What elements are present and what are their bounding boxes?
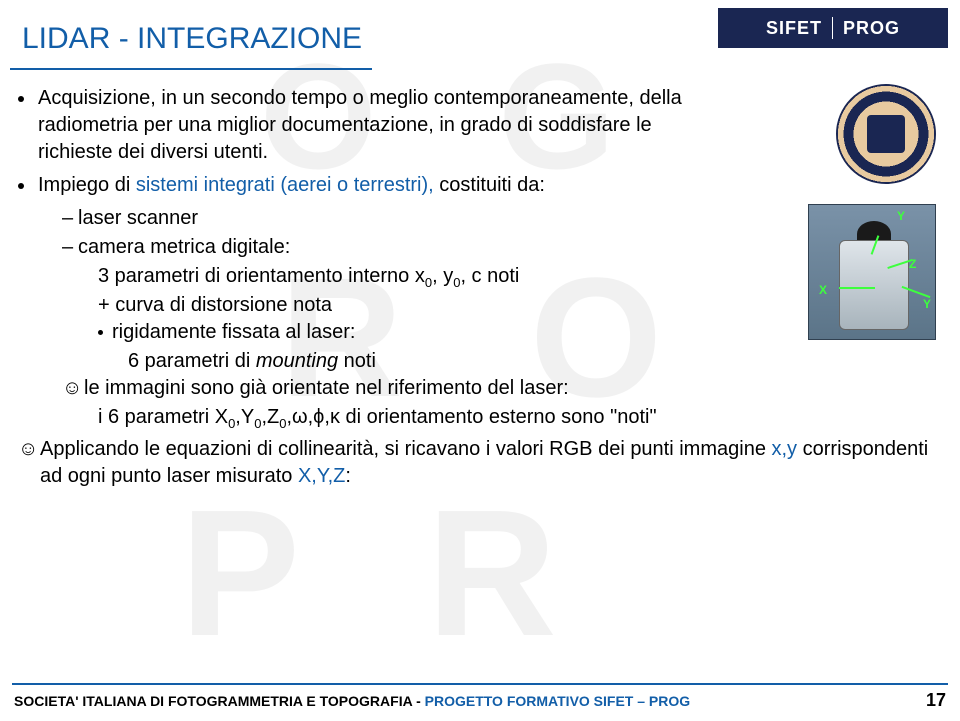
text-run: camera metrica digitale: [78, 236, 290, 258]
text-run: costituiti da: [434, 174, 545, 196]
sub-text: + curva di distorsione nota [98, 292, 942, 319]
smiley-icon: ☺ [18, 436, 40, 490]
text-run: 6 parametri di [128, 350, 256, 372]
header-brand-bar: SIFET PROG [718, 8, 948, 48]
text-run: Applicando le equazioni di collinearità,… [40, 438, 772, 460]
text-run: noti [338, 350, 376, 372]
sub-text: 6 parametri di mounting noti [128, 348, 942, 375]
bullet-text: Acquisizione, in un secondo tempo o megl… [38, 85, 718, 166]
text-run: : [345, 465, 351, 487]
header-divider [832, 17, 833, 39]
footer-divider [12, 683, 948, 685]
sub-row: ☺le immagini sono già orientate nel rife… [62, 375, 942, 402]
text-run: Acquisizione, in un secondo tempo o megl… [38, 87, 682, 163]
smiley-icon: ☺ [62, 375, 84, 402]
sub-row: rigidamente fissata al laser: [98, 319, 942, 346]
text-run: rigidamente fissata al laser: [112, 321, 355, 343]
sub-text: i 6 parametri X0,Y0,Z0,ω,ϕ,κ di orientam… [98, 404, 942, 433]
text-run: i 6 parametri X [98, 406, 228, 428]
text-run: ,ω,ϕ,κ di orientamento esterno sono "not… [286, 406, 656, 428]
footer-project: PROGETTO FORMATIVO SIFET – PROG [425, 693, 691, 709]
page-title: LIDAR - INTEGRAZIONE [22, 22, 362, 56]
bullet-dot [18, 183, 32, 189]
bullet-text: Impiego di sistemi integrati (aerei o te… [38, 172, 678, 199]
text-run: Impiego di [38, 174, 136, 196]
sub-text: camera metrica digitale: [78, 234, 290, 261]
text-run: X,Y,Z [298, 465, 345, 487]
text-run: ,Y [235, 406, 254, 428]
text-run: sistemi integrati (aerei o terrestri), [136, 174, 434, 196]
text-run: x,y [772, 438, 798, 460]
footer-text: SOCIETA' ITALIANA DI FOTOGRAMMETRIA E TO… [14, 693, 690, 709]
title-underline [10, 68, 372, 70]
content-area: Acquisizione, in un secondo tempo o megl… [18, 85, 942, 492]
sub-text: le immagini sono già orientate nel rifer… [84, 375, 569, 402]
final-text: Applicando le equazioni di collinearità,… [40, 436, 942, 490]
header-brand-right: PROG [843, 18, 900, 39]
small-dot-bullet [98, 330, 112, 346]
sub-row: –laser scanner [62, 205, 942, 232]
text-run: 0 [425, 275, 432, 290]
text-run: 3 parametri di orientamento interno x [98, 265, 425, 287]
text-run: mounting [256, 350, 338, 372]
sub-text: laser scanner [78, 205, 198, 232]
bullet-dot [18, 96, 32, 102]
text-run: ,Z [261, 406, 279, 428]
footer-org: SOCIETA' ITALIANA DI FOTOGRAMMETRIA E TO… [14, 693, 412, 709]
text-run: , y [432, 265, 453, 287]
text-run: le immagini sono già orientate nel rifer… [84, 377, 569, 399]
dash-bullet: – [62, 205, 78, 232]
sub-text: 3 parametri di orientamento interno x0, … [98, 263, 942, 292]
footer-sep: - [416, 693, 425, 709]
bullet-row: Impiego di sistemi integrati (aerei o te… [18, 172, 942, 199]
final-smiley-row: ☺Applicando le equazioni di collinearità… [18, 436, 942, 490]
header-brand-left: SIFET [766, 18, 822, 39]
dash-bullet: – [62, 234, 78, 261]
sub-row: –camera metrica digitale: [62, 234, 942, 261]
footer-page-number: 17 [926, 690, 946, 711]
bullet-row: Acquisizione, in un secondo tempo o megl… [18, 85, 942, 166]
text-run: laser scanner [78, 207, 198, 229]
text-run: , c noti [460, 265, 519, 287]
footer: SOCIETA' ITALIANA DI FOTOGRAMMETRIA E TO… [14, 690, 946, 711]
text-run: + curva di distorsione nota [98, 294, 332, 316]
sub-text: rigidamente fissata al laser: [112, 319, 355, 346]
watermark-bot: P R [180, 470, 597, 677]
